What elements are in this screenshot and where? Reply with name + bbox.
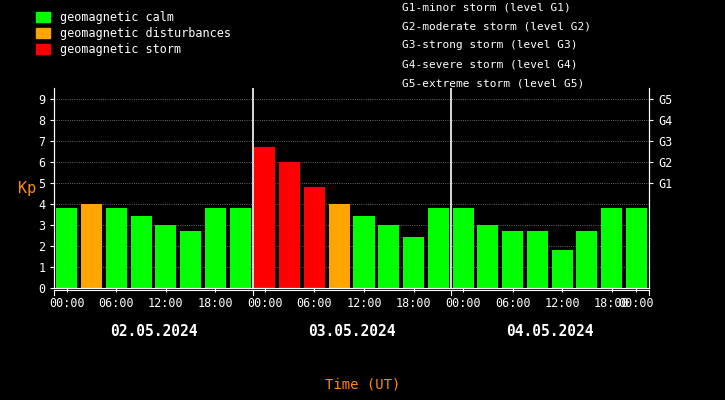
Text: 02.05.2024: 02.05.2024 [109,324,197,339]
Bar [180,231,201,288]
Bar [626,208,647,288]
Text: 03.05.2024: 03.05.2024 [308,324,395,339]
Bar [477,225,498,288]
Text: G4-severe storm (level G4): G4-severe storm (level G4) [402,60,578,70]
Text: 04.05.2024: 04.05.2024 [506,324,594,339]
Bar [254,147,276,288]
Bar [601,208,622,288]
Bar [106,208,127,288]
Bar [304,187,325,288]
Bar [576,231,597,288]
Bar [452,208,473,288]
Bar [403,238,424,288]
Text: G2-moderate storm (level G2): G2-moderate storm (level G2) [402,21,592,31]
Text: G5-extreme storm (level G5): G5-extreme storm (level G5) [402,79,584,89]
Bar [81,204,102,288]
Text: Time (UT): Time (UT) [325,378,400,392]
Bar [230,208,251,288]
Bar [378,225,399,288]
Bar [527,231,548,288]
Bar [279,162,300,288]
Bar [130,216,152,288]
Text: G3-strong storm (level G3): G3-strong storm (level G3) [402,40,578,50]
Bar [155,225,176,288]
Bar [552,250,573,288]
Bar [354,216,375,288]
Bar [205,208,226,288]
Legend: geomagnetic calm, geomagnetic disturbances, geomagnetic storm: geomagnetic calm, geomagnetic disturbanc… [35,10,232,57]
Text: G1-minor storm (level G1): G1-minor storm (level G1) [402,2,571,12]
Bar [428,208,449,288]
Y-axis label: Kp: Kp [18,180,36,196]
Bar [328,204,349,288]
Bar [502,231,523,288]
Bar [57,208,78,288]
